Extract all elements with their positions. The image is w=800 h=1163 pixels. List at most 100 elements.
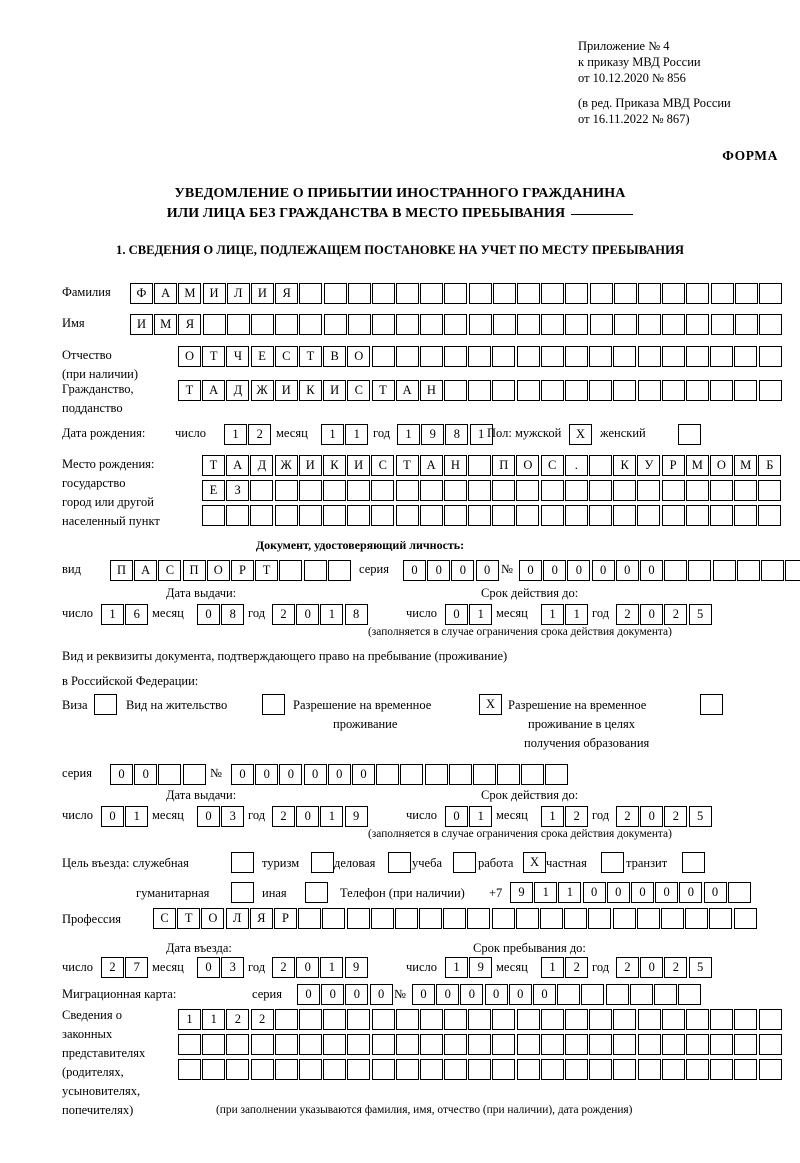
- char-cell[interactable]: 0: [451, 560, 475, 581]
- purpose-tourism-checkbox[interactable]: [311, 852, 335, 873]
- char-cell[interactable]: [710, 283, 734, 304]
- char-cell[interactable]: [468, 314, 492, 335]
- char-cell[interactable]: [250, 505, 274, 526]
- char-cell[interactable]: О: [206, 560, 230, 581]
- char-cell[interactable]: [468, 1034, 492, 1055]
- char-cell[interactable]: [323, 283, 347, 304]
- char-cell[interactable]: [685, 480, 709, 501]
- char-cell[interactable]: [565, 314, 589, 335]
- char-cell[interactable]: 1: [101, 604, 124, 625]
- char-cell[interactable]: [182, 764, 206, 785]
- birth-place-cells-row3[interactable]: [202, 505, 783, 526]
- char-cell[interactable]: [371, 480, 395, 501]
- char-cell[interactable]: 2: [664, 604, 688, 625]
- char-cell[interactable]: [613, 1034, 637, 1055]
- char-cell[interactable]: Ч: [226, 346, 250, 367]
- char-cell[interactable]: [710, 380, 734, 401]
- char-cell[interactable]: И: [323, 380, 347, 401]
- char-cell[interactable]: Т: [202, 455, 225, 476]
- char-cell[interactable]: С: [158, 560, 182, 581]
- char-cell[interactable]: [250, 314, 274, 335]
- char-cell[interactable]: [565, 346, 588, 367]
- char-cell[interactable]: 3: [221, 806, 245, 827]
- char-cell[interactable]: [760, 560, 784, 581]
- char-cell[interactable]: [758, 283, 782, 304]
- char-cell[interactable]: [491, 908, 515, 929]
- char-cell[interactable]: И: [202, 283, 226, 304]
- char-cell[interactable]: 0: [345, 984, 369, 1005]
- char-cell[interactable]: [492, 1034, 516, 1055]
- char-cell[interactable]: [541, 283, 565, 304]
- char-cell[interactable]: [565, 1059, 588, 1080]
- char-cell[interactable]: [661, 1034, 685, 1055]
- char-cell[interactable]: 2: [226, 1009, 250, 1030]
- char-cell[interactable]: 0: [403, 560, 426, 581]
- char-cell[interactable]: [758, 505, 782, 526]
- char-cell[interactable]: [709, 480, 733, 501]
- char-cell[interactable]: [734, 346, 758, 367]
- char-cell[interactable]: [601, 852, 624, 873]
- char-cell[interactable]: [712, 560, 736, 581]
- char-cell[interactable]: К: [322, 455, 346, 476]
- char-cell[interactable]: 2: [272, 604, 295, 625]
- char-cell[interactable]: [444, 1034, 468, 1055]
- char-cell[interactable]: [444, 314, 468, 335]
- char-cell[interactable]: 1: [565, 604, 589, 625]
- char-cell[interactable]: [688, 560, 712, 581]
- char-cell[interactable]: [472, 764, 496, 785]
- char-cell[interactable]: [733, 908, 757, 929]
- char-cell[interactable]: [347, 505, 371, 526]
- char-cell[interactable]: [661, 380, 685, 401]
- char-cell[interactable]: [613, 480, 637, 501]
- char-cell[interactable]: [226, 1059, 250, 1080]
- char-cell[interactable]: [736, 560, 760, 581]
- char-cell[interactable]: Р: [230, 560, 254, 581]
- char-cell[interactable]: 0: [279, 764, 303, 785]
- char-cell[interactable]: [323, 1009, 347, 1030]
- char-cell[interactable]: [279, 560, 303, 581]
- char-cell[interactable]: [540, 1034, 564, 1055]
- char-cell[interactable]: [589, 283, 613, 304]
- char-cell[interactable]: [637, 314, 661, 335]
- char-cell[interactable]: [468, 346, 492, 367]
- char-cell[interactable]: [540, 480, 564, 501]
- char-cell[interactable]: 1: [320, 957, 344, 978]
- char-cell[interactable]: [94, 694, 117, 715]
- char-cell[interactable]: [661, 346, 685, 367]
- char-cell[interactable]: М: [685, 455, 709, 476]
- char-cell[interactable]: [734, 480, 758, 501]
- sex-female-checkbox[interactable]: [678, 424, 702, 445]
- char-cell[interactable]: В: [323, 346, 347, 367]
- char-cell[interactable]: [540, 908, 563, 929]
- char-cell[interactable]: [613, 346, 637, 367]
- char-cell[interactable]: [734, 1034, 758, 1055]
- char-cell[interactable]: 2: [272, 957, 295, 978]
- char-cell[interactable]: [274, 480, 298, 501]
- char-cell[interactable]: Т: [177, 908, 201, 929]
- purpose-transit-checkbox[interactable]: [682, 852, 706, 873]
- char-cell[interactable]: [250, 1059, 274, 1080]
- char-cell[interactable]: [347, 1009, 371, 1030]
- char-cell[interactable]: О: [516, 455, 540, 476]
- char-cell[interactable]: Р: [273, 908, 297, 929]
- char-cell[interactable]: [589, 1059, 613, 1080]
- char-cell[interactable]: 0: [231, 764, 254, 785]
- char-cell[interactable]: [394, 908, 418, 929]
- char-cell[interactable]: 0: [606, 882, 630, 903]
- char-cell[interactable]: [322, 505, 346, 526]
- char-cell[interactable]: [346, 908, 370, 929]
- char-cell[interactable]: [589, 346, 613, 367]
- char-cell[interactable]: [347, 314, 371, 335]
